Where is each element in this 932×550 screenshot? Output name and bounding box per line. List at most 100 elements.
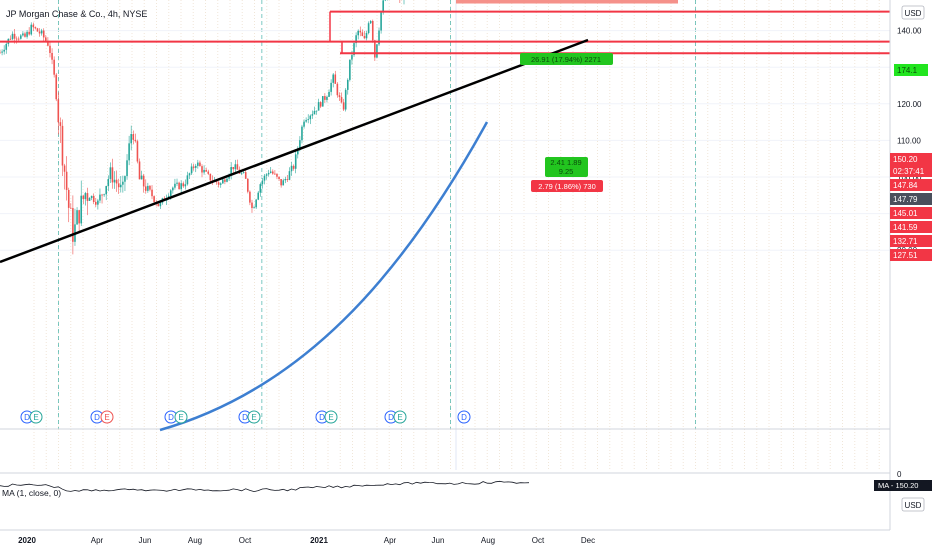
candle-body <box>371 20 374 41</box>
candle-body <box>51 52 53 60</box>
candle-body <box>247 178 249 192</box>
time-tick-label: Apr <box>91 536 104 545</box>
candle-body <box>147 185 149 191</box>
time-axis[interactable]: 2020 Apr Jun Aug Oct 2021 Apr Jun Aug Oct Dec <box>18 536 595 545</box>
candle <box>184 179 187 190</box>
candle-body <box>190 166 193 174</box>
currency-badge-top[interactable]: USD <box>901 5 925 20</box>
candle-body <box>11 33 14 40</box>
candle <box>103 193 105 197</box>
candle-body <box>232 167 235 170</box>
currency-label-bottom: USD <box>905 501 922 510</box>
candle <box>86 187 89 216</box>
candle <box>349 59 351 82</box>
candle-body <box>234 164 237 170</box>
candle-body <box>315 110 318 112</box>
candle <box>82 194 85 205</box>
candle <box>42 28 45 42</box>
candle <box>65 156 68 201</box>
candle-body <box>132 134 135 140</box>
chart-pane[interactable] <box>0 0 890 470</box>
candle <box>309 114 312 125</box>
candle-body <box>332 74 334 83</box>
tag-level-5-bg <box>890 235 932 247</box>
candle-body <box>319 102 322 107</box>
candle-body <box>290 165 293 172</box>
candle-body <box>236 164 239 170</box>
tag-countdown-text: 02:37:41 <box>893 167 925 176</box>
event-marker-label: E <box>178 413 183 422</box>
tag-last-price-text: 150.20 <box>893 155 918 164</box>
candle-body <box>292 165 295 169</box>
currency-badge-bottom[interactable]: USD <box>901 497 925 512</box>
candle <box>78 209 80 234</box>
candle-body <box>284 179 287 181</box>
candle-body <box>317 102 320 111</box>
candle-body <box>222 179 224 184</box>
tag-level-6: 127.51 <box>890 249 932 261</box>
tag-level-2: 147.79 <box>890 193 932 205</box>
candle <box>230 162 232 180</box>
candle <box>294 150 297 174</box>
candle-body <box>126 160 128 177</box>
candle-body <box>67 189 70 208</box>
tag-level-2-bg <box>890 193 932 205</box>
candle-body <box>263 175 266 181</box>
candle <box>61 119 64 177</box>
candle <box>259 182 262 197</box>
candle <box>0 49 1 54</box>
candle <box>288 167 291 181</box>
candle <box>126 154 128 180</box>
candle-body <box>22 33 24 36</box>
event-marker-e: E <box>100 410 114 424</box>
candle-body <box>361 32 364 37</box>
candle <box>88 197 91 201</box>
currency-label-top: USD <box>905 9 922 18</box>
candle <box>269 167 272 174</box>
candle-body <box>265 174 268 176</box>
candle <box>122 175 124 193</box>
candle-body <box>15 38 18 40</box>
candle <box>334 70 337 84</box>
candle <box>207 169 210 176</box>
candle <box>332 72 334 88</box>
candle-body <box>42 30 45 38</box>
tag-t3: 174.1 <box>894 64 928 76</box>
candle-body <box>0 52 1 54</box>
time-tick-label: Apr <box>384 536 397 545</box>
candle <box>236 159 239 170</box>
candle-body <box>282 180 285 186</box>
candle <box>34 26 37 30</box>
candle <box>51 48 53 65</box>
candle <box>5 42 8 54</box>
candle-body <box>253 207 255 209</box>
event-marker-label: E <box>251 413 256 422</box>
candle-body <box>301 126 303 141</box>
candle <box>290 161 293 176</box>
candle-body <box>307 119 310 121</box>
candle-body <box>363 36 366 39</box>
candle-body <box>32 24 35 28</box>
candle-body <box>92 195 95 202</box>
candle-body <box>201 166 203 173</box>
candle-body <box>65 171 68 190</box>
candle <box>280 178 282 188</box>
candle <box>92 193 95 205</box>
candle-body <box>153 196 155 202</box>
candle <box>136 139 139 164</box>
candles <box>0 0 405 255</box>
time-tick-label: Aug <box>188 536 202 545</box>
event-marker-circle <box>174 410 188 424</box>
candle-body <box>269 171 272 173</box>
candle-body <box>299 140 301 149</box>
candle-body <box>369 20 372 24</box>
tag-t3-text: 174.1 <box>897 66 918 75</box>
tag-level-4: 141.59 <box>890 221 932 233</box>
candle-body <box>230 167 232 175</box>
candle-body <box>365 33 368 39</box>
candle <box>132 130 135 145</box>
candle-body <box>272 171 274 174</box>
candle <box>276 173 278 180</box>
candle <box>249 190 251 206</box>
